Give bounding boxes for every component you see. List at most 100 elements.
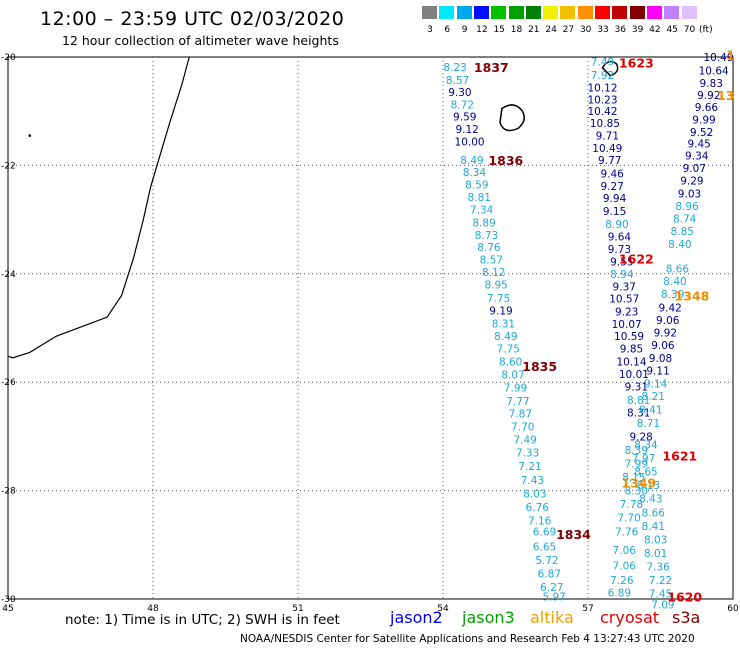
swh-value: 8.03: [523, 488, 546, 500]
swh-value: 8.31: [492, 319, 515, 331]
legend-label-39: 39: [631, 25, 644, 35]
swh-value: 7.26: [610, 575, 634, 587]
swh-value: 8.76: [477, 242, 501, 254]
swh-value: 9.12: [455, 124, 478, 136]
swh-value: 9.52: [690, 127, 713, 139]
swh-value: 8.49: [460, 155, 483, 167]
swh-value: 7.99: [625, 459, 648, 471]
legend-swatch-15: [491, 6, 507, 19]
swh-value: 9.15: [603, 206, 626, 218]
swh-value: 8.57: [446, 75, 469, 87]
swh-value: 8.81: [468, 192, 491, 204]
swh-value: 9.23: [615, 307, 638, 319]
legend-label-45: 45: [666, 25, 678, 35]
map-frame: [7, 56, 734, 600]
swh-value: 7.22: [649, 575, 672, 587]
legend-swatch-21: [525, 6, 541, 19]
track-time-label: 1620: [667, 589, 702, 604]
swh-value: 9.59: [453, 112, 476, 124]
swh-value: 9.11: [646, 365, 669, 377]
legend-swatch-18: [508, 6, 524, 19]
swh-value: 9.55: [610, 256, 633, 268]
swh-value: 9.73: [608, 244, 631, 256]
swh-value: 8.39: [661, 289, 684, 301]
swh-value: 8.66: [666, 263, 690, 275]
swh-value: 10.59: [614, 331, 644, 343]
swh-value: 5.72: [535, 555, 558, 567]
legend-label-33: 33: [597, 25, 609, 35]
swh-value: 10.49: [703, 52, 733, 64]
swh-value: 8.74: [673, 214, 697, 226]
track-time-label: 1621: [662, 448, 697, 463]
lon-tick-51: 51: [292, 604, 303, 614]
legend-label-24: 24: [545, 25, 557, 35]
swh-value: 10.49: [592, 143, 622, 155]
satellite-cryosat: cryosat: [600, 608, 660, 627]
swh-value: 8.85: [671, 226, 694, 238]
track-time-label: 1837: [474, 60, 509, 75]
track-time-label: 1349: [621, 475, 656, 490]
swh-value: 8.72: [451, 100, 474, 112]
swh-value: 10.12: [587, 82, 617, 94]
legend-swatch-27: [560, 6, 576, 19]
swh-value: 8.73: [475, 230, 498, 242]
swh-value: 8.81: [627, 395, 650, 407]
legend-swatch-12: [473, 6, 489, 19]
swh-value: 8.90: [605, 219, 628, 231]
swh-value: 9.27: [600, 181, 623, 193]
swh-value: 7.45: [649, 589, 672, 601]
swh-value: 9.14: [644, 378, 668, 390]
swh-value: 10.42: [587, 106, 617, 118]
swh-value: 7.97: [632, 453, 655, 465]
swh-value: 9.42: [658, 302, 681, 314]
swh-value: 10.00: [455, 137, 485, 149]
swh-value: 7.49: [513, 435, 536, 447]
swh-value: 9.30: [448, 87, 471, 99]
lon-tick-57: 57: [582, 604, 593, 614]
legend-swatch-30: [577, 6, 593, 19]
legend-label-70: 70: [683, 25, 696, 35]
legend-swatch-33: [595, 6, 610, 19]
swh-value: 8.34: [463, 167, 487, 179]
legend-label-21: 21: [528, 25, 540, 35]
swh-value: 5.97: [542, 591, 565, 603]
swh-value: 9.85: [620, 344, 643, 356]
swh-value: 9.94: [603, 193, 627, 205]
swh-value: 6.87: [538, 569, 561, 581]
swh-value: 7.49: [591, 56, 614, 68]
legend-swatch-42: [646, 6, 662, 19]
satellite-jason2: jason2: [390, 608, 443, 627]
swh-value: 10.64: [699, 66, 729, 78]
swh-value: 8.30: [625, 486, 648, 498]
lat-tick--22: -22: [1, 161, 16, 171]
swh-value: 6.76: [526, 502, 550, 514]
credit-footer: NOAA/NESDIS Center for Satellite Applica…: [240, 633, 695, 645]
legend-swatch-45: [664, 6, 680, 19]
lat-tick--24: -24: [1, 270, 16, 280]
swh-value: 10.01: [619, 369, 649, 381]
swh-value: 8.15: [622, 472, 645, 484]
swh-value: 9.77: [598, 155, 621, 167]
swh-value: 9.19: [489, 306, 512, 318]
swh-value: 8.03: [644, 534, 667, 546]
swh-value: 7.21: [518, 461, 541, 473]
swh-value: 8.60: [499, 357, 522, 369]
swh-value: 9.45: [687, 139, 710, 151]
swh-value: 9.34: [685, 151, 709, 163]
swh-value: 8.95: [484, 280, 507, 292]
swh-value: 8.01: [644, 548, 667, 560]
swh-value: 9.03: [678, 189, 701, 201]
swh-value: 6.27: [540, 582, 563, 594]
swh-value: 9.37: [613, 281, 636, 293]
lon-tick-48: 48: [147, 604, 159, 614]
swh-value: 7.06: [613, 560, 637, 572]
legend-label-12: 12: [476, 25, 488, 35]
swh-value: 7.75: [487, 293, 510, 305]
legend-label-15: 15: [493, 25, 505, 35]
swh-value: 9.83: [700, 78, 723, 90]
legend-swatch-36: [612, 6, 628, 19]
swh-value: 8.39: [625, 445, 648, 457]
legend-label-18: 18: [510, 25, 523, 35]
swh-value: 9.29: [680, 176, 703, 188]
